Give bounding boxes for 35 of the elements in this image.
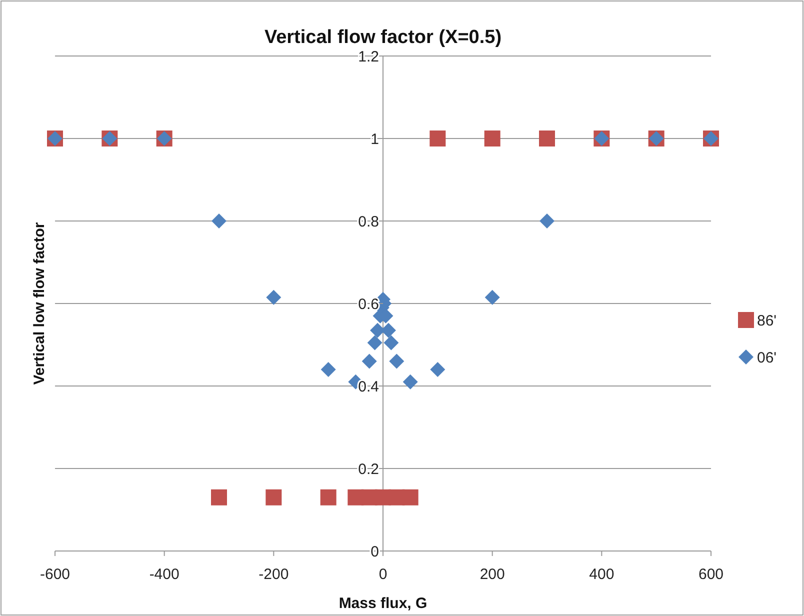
y-tick-label: 1.2 <box>358 48 379 66</box>
point <box>266 290 282 305</box>
point <box>484 290 500 305</box>
point <box>212 214 226 228</box>
point <box>402 374 418 390</box>
x-tick-label: 600 <box>698 566 724 583</box>
point <box>320 489 336 506</box>
point <box>367 335 382 350</box>
point <box>430 362 446 377</box>
point <box>320 362 336 377</box>
point <box>389 354 404 369</box>
legend-label: 06' <box>757 349 777 366</box>
y-tick-label: 0.4 <box>358 378 379 396</box>
y-tick-label: 0.2 <box>358 460 379 478</box>
point <box>266 489 282 506</box>
x-tick-label: -600 <box>40 566 70 583</box>
x-axis-title: Mass flux, G <box>338 595 428 612</box>
chart-title: Vertical flow factor (X=0.5) <box>264 27 502 48</box>
point <box>540 214 554 228</box>
point <box>484 130 500 146</box>
x-tick-label: -200 <box>258 566 289 583</box>
y-axis-title: Vertical low flow factor <box>31 222 48 385</box>
point <box>384 335 399 350</box>
point <box>539 130 555 146</box>
point <box>211 489 227 506</box>
legend-label: 86' <box>757 312 777 330</box>
point <box>362 354 377 369</box>
y-tick-label: 0.8 <box>358 213 379 230</box>
point <box>430 130 446 146</box>
y-tick-label: 0 <box>370 543 379 560</box>
x-tick-label: 400 <box>589 566 614 583</box>
y-tick-label: 1 <box>370 130 379 148</box>
x-tick-label: 200 <box>480 566 505 583</box>
x-tick-label: -400 <box>149 566 180 583</box>
point <box>402 489 418 506</box>
